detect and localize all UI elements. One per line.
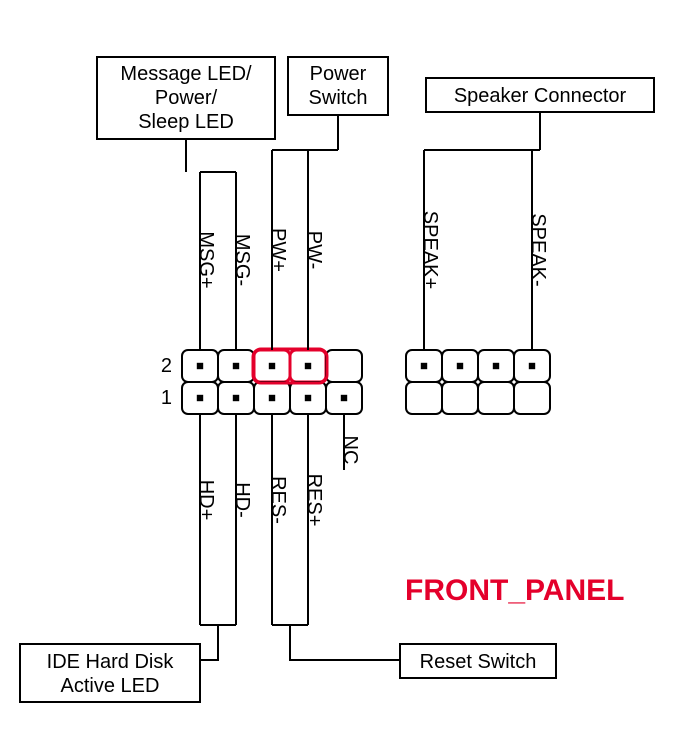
svg-text:HD-: HD- [231, 482, 253, 518]
svg-text:HD+: HD+ [195, 480, 217, 521]
svg-text:PW+: PW+ [267, 228, 289, 272]
svg-text:Power/: Power/ [155, 87, 218, 109]
svg-text:Sleep LED: Sleep LED [138, 111, 234, 133]
svg-text:Speaker Connector: Speaker Connector [454, 85, 627, 107]
diagram-title: FRONT_PANEL [405, 574, 624, 607]
front-panel-diagram: 2 1 Message LED/Power/Sleep LED PowerSwitch… [0, 0, 688, 734]
svg-text:PW-: PW- [303, 231, 325, 270]
svg-text:Reset Switch: Reset Switch [420, 651, 537, 673]
svg-text:MSG+: MSG+ [195, 231, 217, 288]
svg-text:Switch: Switch [309, 87, 368, 109]
svg-text:Message LED/: Message LED/ [120, 63, 252, 85]
svg-text:RES+: RES+ [303, 474, 325, 527]
svg-text:SPEAK-: SPEAK- [527, 213, 549, 286]
svg-text:SPEAK+: SPEAK+ [419, 211, 441, 289]
svg-text:Active LED: Active LED [61, 675, 160, 697]
svg-text:IDE Hard Disk: IDE Hard Disk [47, 651, 175, 673]
svg-text:2: 2 [161, 355, 172, 377]
svg-text:NC: NC [339, 436, 361, 465]
svg-text:Power: Power [310, 63, 367, 85]
svg-text:MSG-: MSG- [231, 234, 253, 286]
svg-text:RES-: RES- [267, 476, 289, 524]
svg-text:1: 1 [161, 387, 172, 409]
